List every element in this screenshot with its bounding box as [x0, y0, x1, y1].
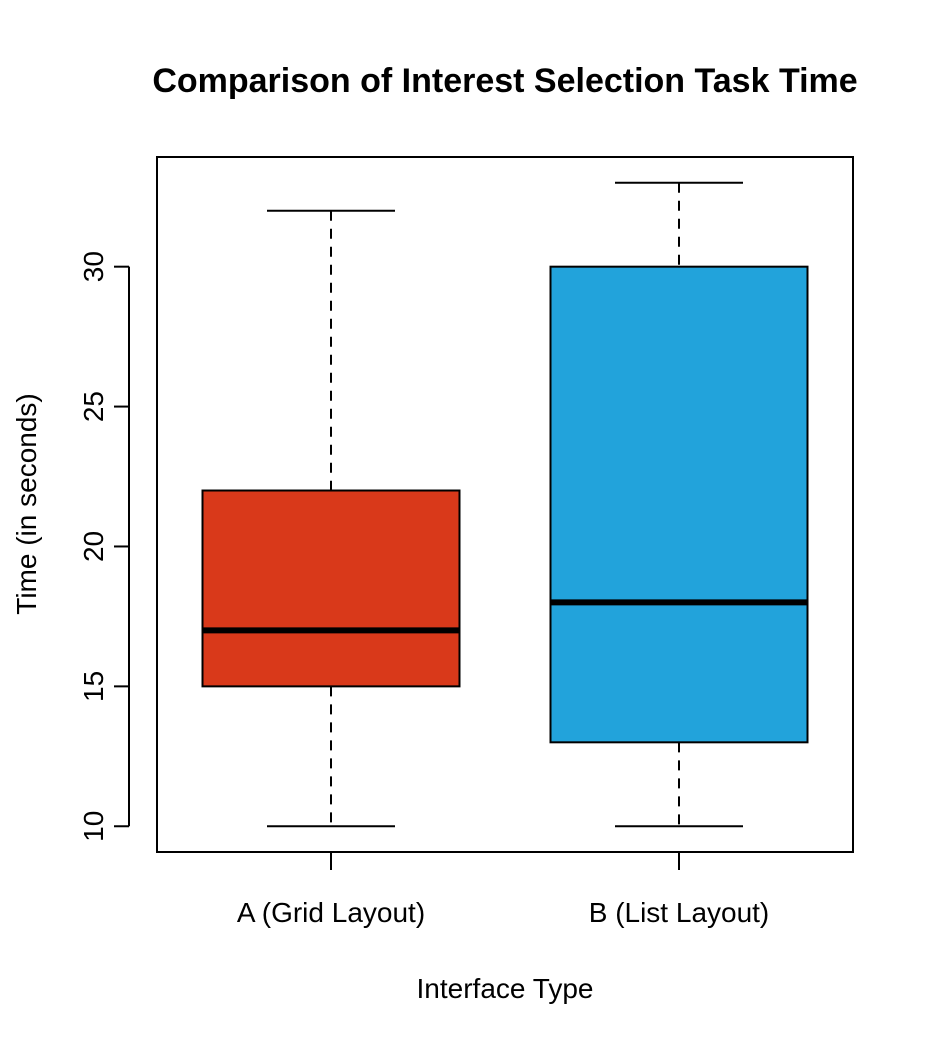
box-a — [201, 209, 461, 828]
x-axis: A (Grid Layout) B (List Layout) — [237, 852, 769, 928]
y-tick-label: 15 — [78, 671, 109, 702]
iqr-box — [549, 265, 809, 744]
iqr-box — [201, 489, 461, 688]
box-b — [549, 181, 809, 828]
y-axis: 10 15 20 25 30 — [78, 251, 130, 842]
chart-title: Comparison of Interest Selection Task Ti… — [152, 62, 857, 100]
x-axis-label: Interface Type — [417, 973, 594, 1004]
y-tick-label: 25 — [78, 391, 109, 422]
y-axis-label: Time (in seconds) — [11, 393, 42, 614]
x-tick-label: A (Grid Layout) — [237, 897, 425, 928]
box-series — [201, 181, 809, 828]
plot-frame — [156, 156, 854, 853]
x-tick-label: B (List Layout) — [589, 897, 770, 928]
y-tick-label: 10 — [78, 811, 109, 842]
y-tick-label: 30 — [78, 251, 109, 282]
y-tick-label: 20 — [78, 531, 109, 562]
